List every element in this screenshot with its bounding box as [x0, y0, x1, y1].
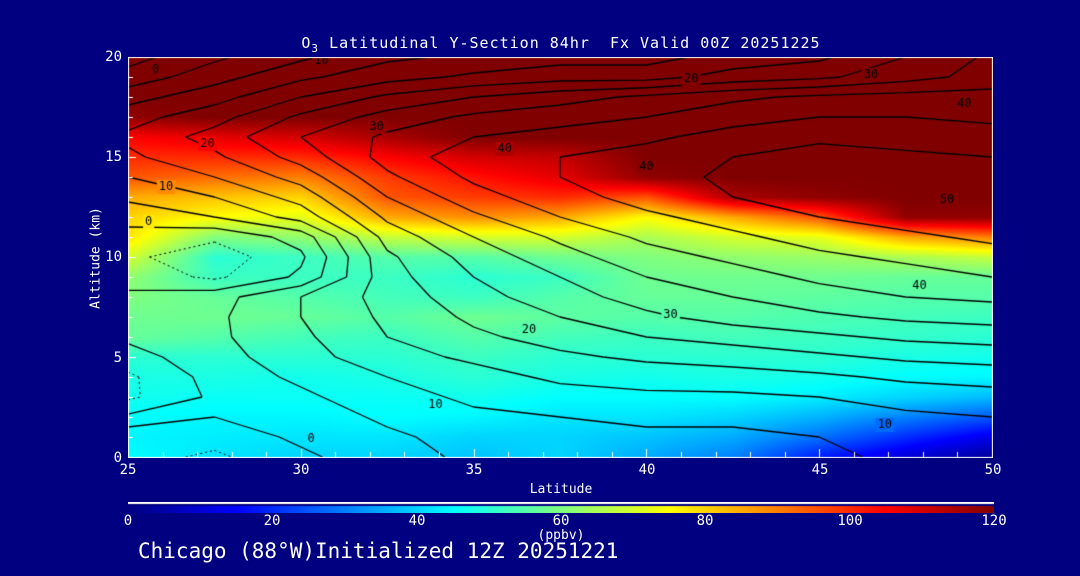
- colorbar-tick-label: 0: [123, 513, 133, 529]
- colorbar-tick-label: 120: [981, 513, 1007, 529]
- chart-title-text: Latitudinal Y-Section 84hr Fx Valid 00Z …: [319, 34, 821, 52]
- y-tick-label: 20: [105, 49, 122, 65]
- footer-attribution: Chicago (88°W)Initialized 12Z 20251221: [138, 539, 619, 563]
- x-tick-label: 45: [811, 462, 829, 478]
- contour-plot-canvas: [128, 57, 993, 458]
- colorbar-tick-label: 80: [696, 513, 714, 529]
- y-tick-label: 15: [105, 149, 122, 165]
- x-tick-label: 50: [984, 462, 1002, 478]
- colorbar-units: (ppbv): [537, 528, 585, 543]
- colorbar-tick-label: 60: [552, 513, 570, 529]
- colorbar-tick-label: 40: [408, 513, 426, 529]
- y-tick-label: 0: [113, 450, 122, 466]
- x-tick-label: 35: [465, 462, 483, 478]
- y-tick-label: 5: [113, 350, 122, 366]
- chart-title: O3 Latitudinal Y-Section 84hr Fx Valid 0…: [128, 34, 994, 55]
- chart-title-subscript: 3: [311, 42, 320, 55]
- y-tick-label: 10: [105, 249, 122, 265]
- chart-title-species: O: [301, 34, 312, 52]
- colorbar-tick-label: 20: [263, 513, 281, 529]
- x-tick-label: 40: [638, 462, 656, 478]
- colorbar-canvas: [128, 502, 994, 513]
- x-axis-title: Latitude: [529, 482, 593, 497]
- x-tick-label: 30: [292, 462, 310, 478]
- colorbar-tick-label: 100: [837, 513, 863, 529]
- x-tick-label: 25: [119, 462, 137, 478]
